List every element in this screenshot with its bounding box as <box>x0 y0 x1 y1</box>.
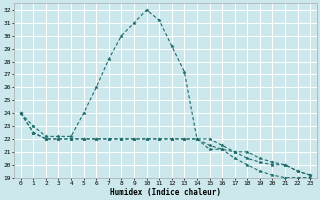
X-axis label: Humidex (Indice chaleur): Humidex (Indice chaleur) <box>110 188 221 197</box>
